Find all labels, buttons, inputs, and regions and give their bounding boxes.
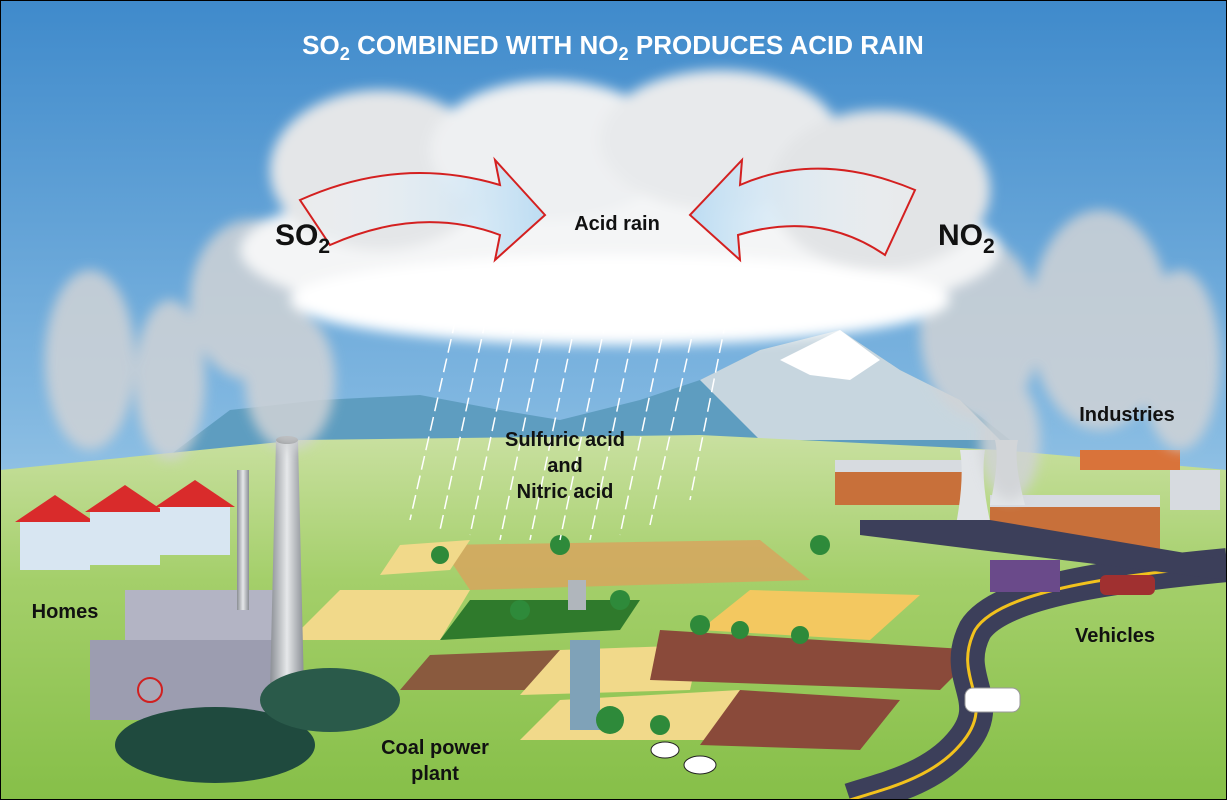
acid-rain-diagram: SO2 COMBINED WITH NO2 PRODUCES ACID RAIN… [0, 0, 1227, 800]
acid-label: Sulfuric acid [505, 429, 625, 451]
title: SO2 COMBINED WITH NO2 PRODUCES ACID RAIN [302, 30, 924, 64]
acid-label: and [547, 455, 583, 477]
coal-plant-label: Coal power [381, 737, 489, 759]
homes-label: Homes [32, 601, 99, 623]
industries-label: Industries [1079, 404, 1175, 426]
acid-label: Nitric acid [517, 481, 614, 503]
vehicles-label: Vehicles [1075, 625, 1155, 647]
acid-rain-label: Acid rain [574, 213, 660, 235]
coal-plant-label: plant [411, 763, 459, 785]
